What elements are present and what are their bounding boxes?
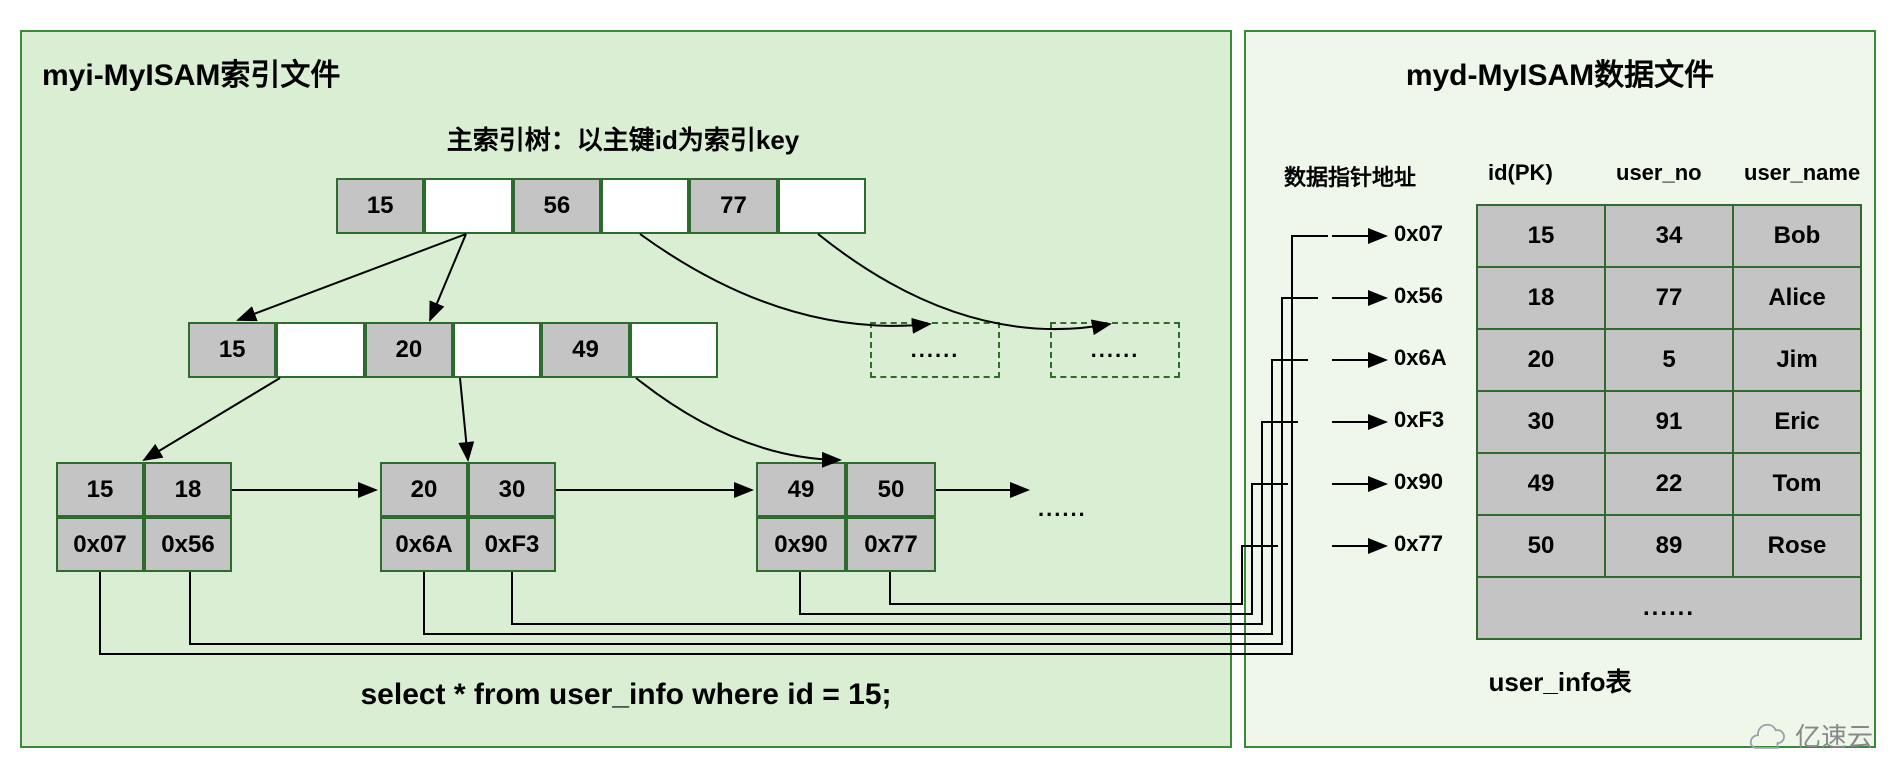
btree-leaf-node: 15180x070x56 [56,462,232,572]
index-key-cell: 56 [513,178,601,234]
table-row: 1534Bob [1477,205,1861,267]
cloud-icon [1749,723,1787,749]
table-cell: 15 [1477,205,1605,267]
index-pointer-cell [424,178,512,234]
column-header-userno: user_no [1616,160,1702,186]
table-cell: 77 [1605,267,1733,329]
index-pointer-cell [601,178,689,234]
table-cell: Jim [1733,329,1861,391]
table-cell: Tom [1733,453,1861,515]
index-pointer-cell [630,322,718,378]
leaf-key-cell: 18 [144,462,232,517]
row-address: 0x90 [1394,469,1443,495]
table-row: 5089Rose [1477,515,1861,577]
index-key-cell: 20 [365,322,453,378]
index-key-cell: 15 [188,322,276,378]
table-cell: 20 [1477,329,1605,391]
btree-leaf-node: 49500x900x77 [756,462,936,572]
index-pointer-cell [778,178,866,234]
btree-root-node: 15 56 77 [336,178,866,234]
leaf-ellipsis: ...... [1038,496,1087,522]
table-cell: 18 [1477,267,1605,329]
column-header-username: user_name [1744,160,1860,186]
column-header-id: id(PK) [1488,160,1553,186]
index-pointer-cell [453,322,541,378]
table-cell: 22 [1605,453,1733,515]
index-key-cell: 49 [541,322,629,378]
btree-sibling-placeholder: ...... [1050,322,1180,378]
leaf-key-cell: 50 [846,462,936,517]
diagram-canvas: myi-MyISAM索引文件 主索引树：以主键id为索引key 15 56 77 1… [0,0,1893,766]
btree-sibling-placeholder: ...... [870,322,1000,378]
leaf-pointer-cell: 0x07 [56,517,144,572]
table-cell: Rose [1733,515,1861,577]
table-row: 3091Eric [1477,391,1861,453]
table-cell: 5 [1605,329,1733,391]
watermark-text: 亿速云 [1795,717,1873,754]
table-cell: 30 [1477,391,1605,453]
table-row: 205Jim [1477,329,1861,391]
table-cell: ...... [1477,577,1861,639]
watermark: 亿速云 [1749,717,1873,754]
myd-panel-title: myd-MyISAM数据文件 [1246,50,1874,94]
myi-index-panel: myi-MyISAM索引文件 主索引树：以主键id为索引key [20,30,1232,748]
leaf-pointer-cell: 0x90 [756,517,846,572]
table-row: 4922Tom [1477,453,1861,515]
index-pointer-cell [276,322,364,378]
table-cell: 50 [1477,515,1605,577]
row-address: 0xF3 [1394,407,1444,433]
btree-leaf-node: 20300x6A0xF3 [380,462,556,572]
table-cell: 91 [1605,391,1733,453]
table-cell: Eric [1733,391,1861,453]
table-cell: Alice [1733,267,1861,329]
leaf-pointer-cell: 0x56 [144,517,232,572]
row-address: 0x07 [1394,221,1443,247]
index-key-cell: 15 [336,178,424,234]
index-key-cell: 77 [689,178,777,234]
table-caption: user_info表 [1244,662,1876,699]
leaf-pointer-cell: 0xF3 [468,517,556,572]
row-address: 0x56 [1394,283,1443,309]
table-cell: 89 [1605,515,1733,577]
table-cell: Bob [1733,205,1861,267]
leaf-key-cell: 15 [56,462,144,517]
leaf-key-cell: 20 [380,462,468,517]
column-header-addr: 数据指针地址 [1284,160,1416,192]
btree-internal-node: 15 20 49 [188,322,718,378]
table-row-ellipsis: ...... [1477,577,1861,639]
table-cell: 49 [1477,453,1605,515]
row-address: 0x6A [1394,345,1447,371]
table-cell: 34 [1605,205,1733,267]
sql-query-text: select * from user_info where id = 15; [20,678,1232,712]
leaf-key-cell: 49 [756,462,846,517]
myi-panel-title: myi-MyISAM索引文件 [42,50,340,94]
table-row: 1877Alice [1477,267,1861,329]
tree-caption: 主索引树：以主键id为索引key [358,120,888,157]
leaf-pointer-cell: 0x77 [846,517,936,572]
leaf-key-cell: 30 [468,462,556,517]
user-info-table: 1534Bob1877Alice205Jim3091Eric4922Tom508… [1476,204,1862,640]
row-address: 0x77 [1394,531,1443,557]
leaf-pointer-cell: 0x6A [380,517,468,572]
